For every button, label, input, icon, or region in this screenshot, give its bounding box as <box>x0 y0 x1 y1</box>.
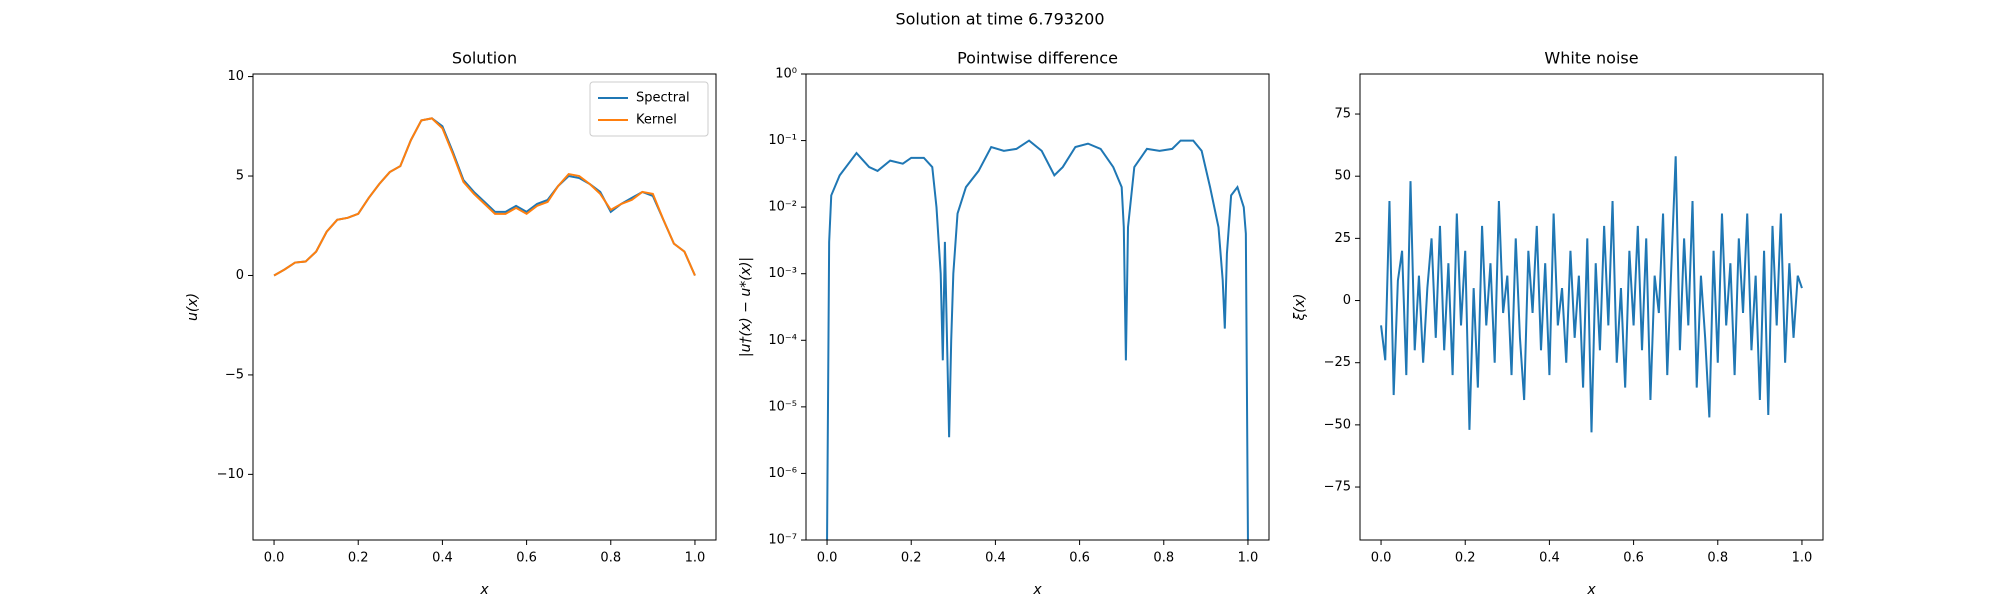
y-tick-label: 10⁻⁵ <box>768 399 797 414</box>
x-tick-label: 0.0 <box>817 551 838 566</box>
x-tick-label: 0.6 <box>1069 551 1090 566</box>
y-axis-label: ξ(x) <box>1292 293 1308 321</box>
y-axis-label: u(x) <box>185 293 201 321</box>
y-tick-label: −5 <box>225 367 244 382</box>
chart-title: White noise <box>1544 49 1638 68</box>
x-tick-label: 0.2 <box>348 551 369 566</box>
y-tick-label: 10⁻⁶ <box>768 466 797 481</box>
x-tick-label: 0.2 <box>901 551 922 566</box>
legend-box <box>589 81 709 137</box>
y-tick-label: −25 <box>1324 355 1351 370</box>
x-tick-label: 1.0 <box>1792 551 1813 566</box>
y-tick-label: 5 <box>236 169 244 184</box>
data-line <box>273 117 696 277</box>
x-tick-label: 0.8 <box>1153 551 1174 566</box>
legend-label: Kernel <box>636 113 677 128</box>
x-axis-label: x <box>479 582 489 598</box>
data-line <box>273 117 696 277</box>
data-line <box>1380 156 1803 433</box>
axes-frame <box>252 73 717 541</box>
x-tick-label: 0.4 <box>432 551 453 566</box>
x-tick-label: 0.8 <box>600 551 621 566</box>
x-tick-label: 0.2 <box>1455 551 1476 566</box>
data-line <box>826 139 1249 540</box>
y-tick-label: 0 <box>236 268 244 283</box>
y-tick-label: 10⁻³ <box>768 266 797 281</box>
x-tick-label: 0.0 <box>264 551 285 566</box>
x-axis-label: x <box>1586 582 1596 598</box>
axes-frame <box>805 73 1270 541</box>
y-tick-label: 10⁻² <box>768 200 797 215</box>
y-tick-label: −10 <box>217 467 244 482</box>
x-tick-label: 0.4 <box>1539 551 1560 566</box>
y-tick-label: 10⁻⁴ <box>768 333 797 348</box>
x-tick-label: 1.0 <box>1238 551 1259 566</box>
legend-label: Spectral <box>636 91 690 106</box>
x-tick-label: 0.6 <box>1623 551 1644 566</box>
x-tick-label: 0.8 <box>1707 551 1728 566</box>
x-tick-label: 0.0 <box>1371 551 1392 566</box>
y-tick-label: 10⁻⁷ <box>768 533 797 548</box>
y-axis-label: |u†(x) − u*(x)| <box>738 257 754 357</box>
y-tick-label: 25 <box>1334 231 1351 246</box>
y-tick-label: 10⁰ <box>775 67 797 82</box>
y-tick-label: 75 <box>1334 107 1351 122</box>
y-tick-label: 50 <box>1334 169 1351 184</box>
y-tick-label: 10⁻¹ <box>768 133 797 148</box>
y-tick-label: −75 <box>1324 480 1351 495</box>
x-tick-label: 0.4 <box>985 551 1006 566</box>
chart-title: Pointwise difference <box>957 49 1118 68</box>
x-axis-label: x <box>1032 582 1042 598</box>
x-tick-label: 0.6 <box>516 551 537 566</box>
x-tick-label: 1.0 <box>685 551 706 566</box>
chart-title: Solution <box>452 49 517 68</box>
axes-frame <box>1359 73 1824 541</box>
figure-title: Solution at time 6.793200 <box>895 10 1104 29</box>
y-tick-label: 0 <box>1343 293 1351 308</box>
y-tick-label: 10 <box>227 69 244 84</box>
y-tick-label: −50 <box>1324 417 1351 432</box>
